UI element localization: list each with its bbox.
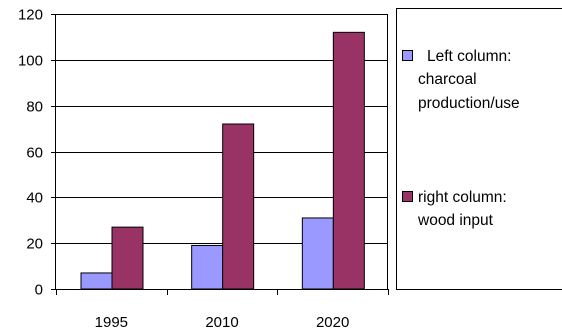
legend-swatch-right-column — [402, 191, 413, 202]
legend-box — [396, 8, 562, 290]
bar-right-column-2010 — [222, 123, 255, 290]
legend-label-left-line1: Left column: — [427, 48, 511, 65]
bar-left-column-2020 — [301, 217, 334, 290]
bar-right-column-1995 — [111, 226, 144, 290]
legend-label-right-line1: right column: — [418, 189, 507, 206]
y-tick-label: 100 — [18, 53, 43, 70]
y-tick-label: 80 — [26, 99, 43, 116]
bars — [80, 31, 365, 290]
y-tick-label: 0 — [35, 282, 43, 299]
x-tick-labels: 1995 2010 2020 — [56, 289, 389, 331]
y-tick-label: 120 — [18, 7, 43, 24]
bar-right-column-2020 — [332, 31, 365, 290]
x-tick-label: 1995 — [95, 314, 128, 331]
x-tick-label: 2010 — [205, 314, 238, 331]
x-tick-label: 2020 — [316, 314, 349, 331]
y-tick-labels: 0 20 40 60 80 100 120 — [18, 7, 56, 299]
y-tick-label: 20 — [26, 236, 43, 253]
legend-label-left-line3: production/use — [418, 95, 520, 112]
bar-left-column-1995 — [80, 272, 113, 290]
legend-label-left-line2: charcoal — [418, 71, 477, 88]
bar-left-column-2010 — [191, 244, 224, 290]
legend-label-right-line2: wood input — [417, 212, 494, 229]
y-tick-label: 40 — [26, 190, 43, 207]
legend-swatch-left-column — [402, 50, 413, 61]
y-tick-label: 60 — [26, 145, 43, 162]
legend: Left column: charcoal production/use rig… — [396, 8, 562, 290]
